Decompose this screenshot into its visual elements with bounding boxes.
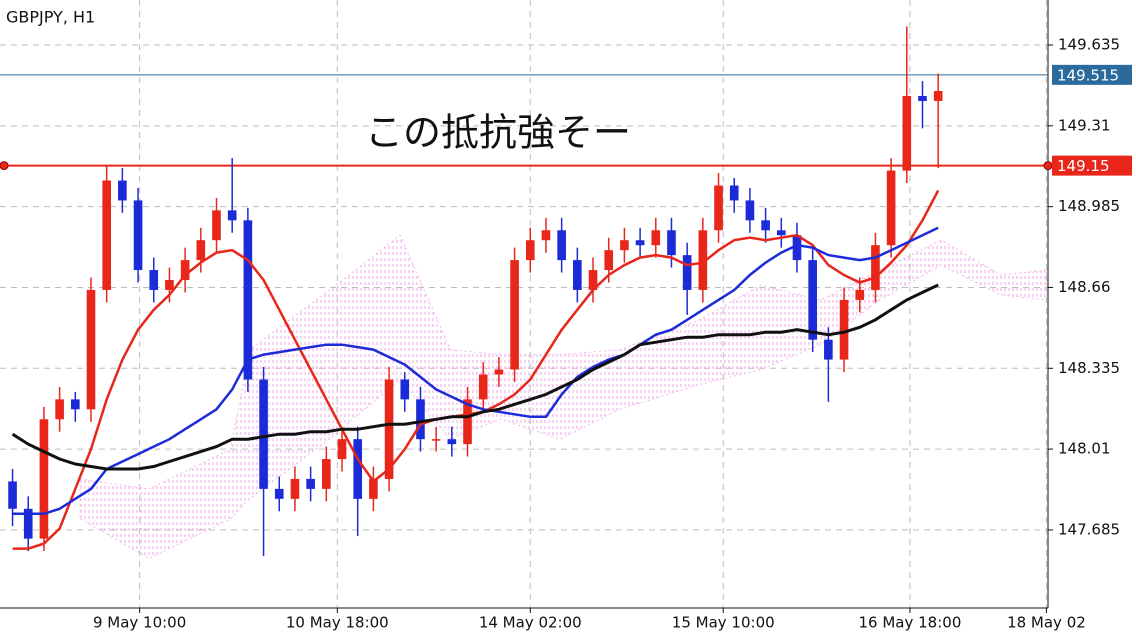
candle-body xyxy=(525,240,535,261)
candle-body xyxy=(541,230,551,241)
axes: 149.635 149.31 148.985 148.66 148.335 148.01 1… xyxy=(0,36,1132,632)
candle-body xyxy=(573,260,582,290)
candle-body xyxy=(322,459,331,489)
candle-body xyxy=(447,439,457,445)
x-tick-label: 15 May 10:00 xyxy=(672,614,775,632)
candle-body xyxy=(792,235,802,261)
candle-body xyxy=(133,200,143,271)
candle-body xyxy=(337,439,347,460)
candle-body xyxy=(667,230,676,256)
candle-body xyxy=(243,220,253,380)
candle-body xyxy=(855,289,865,300)
candle-body xyxy=(196,240,206,261)
candle-body xyxy=(290,478,300,499)
candle-body xyxy=(431,439,441,441)
candle-body xyxy=(149,270,159,290)
candle-body xyxy=(102,180,111,290)
y-tick-label: 148.335 xyxy=(1058,359,1120,377)
level-handle xyxy=(1043,161,1053,171)
candle-body xyxy=(259,379,268,489)
candle-body xyxy=(118,180,127,201)
candle-body xyxy=(604,250,614,271)
candle-body xyxy=(463,399,472,445)
x-tick-label: 16 May 18:00 xyxy=(859,614,962,632)
candle-body xyxy=(180,260,190,281)
candle-body xyxy=(682,255,692,290)
candle-body xyxy=(384,379,394,479)
cloud xyxy=(79,234,1047,559)
candle-body xyxy=(902,95,912,171)
candle-body xyxy=(353,439,363,499)
candle-body xyxy=(306,478,315,489)
candle-body xyxy=(839,299,849,360)
candle-body xyxy=(23,508,33,539)
y-tick-label: 149.635 xyxy=(1058,36,1120,54)
x-tick-label: 9 May 10:00 xyxy=(93,614,186,632)
price-tag xyxy=(1052,155,1132,176)
candle-body xyxy=(400,379,410,400)
annotation: この抵抗強そー xyxy=(365,111,631,155)
candle-body xyxy=(588,270,598,290)
candle-body xyxy=(635,240,645,246)
moving-average xyxy=(11,283,939,471)
candle-body xyxy=(933,91,943,101)
candle-body xyxy=(416,399,425,440)
candle-body xyxy=(761,220,770,231)
candle-body xyxy=(8,481,17,509)
moving-average xyxy=(12,226,939,516)
candle-body xyxy=(808,260,817,340)
y-tick-label: 149.31 xyxy=(1058,116,1111,134)
candle-body xyxy=(824,339,833,360)
level-handle xyxy=(0,161,9,171)
candle-body xyxy=(165,280,174,290)
candle-body xyxy=(227,210,237,221)
x-tick-label: 14 May 02:00 xyxy=(479,614,582,632)
candle-body xyxy=(39,419,49,539)
candle-body xyxy=(494,369,504,375)
candle-body xyxy=(714,185,723,231)
y-tick-label: 148.66 xyxy=(1058,278,1111,296)
candle-body xyxy=(70,399,80,410)
candle-body xyxy=(55,399,64,420)
candle-body xyxy=(886,170,896,246)
x-tick-label: 18 May 02 xyxy=(1007,614,1086,632)
candle-body xyxy=(745,200,755,221)
y-tick-label: 148.01 xyxy=(1058,440,1111,458)
candle-body xyxy=(651,230,661,246)
candle-body xyxy=(918,95,927,101)
price-tag-label: 149.15 xyxy=(1057,157,1110,175)
price-tag-label: 149.515 xyxy=(1057,66,1119,84)
candle-body xyxy=(86,289,96,410)
candle-body xyxy=(274,488,284,499)
candle-body xyxy=(212,210,221,241)
candle-body xyxy=(620,240,629,251)
candle-body xyxy=(557,230,566,261)
plot xyxy=(0,26,1048,559)
candle-body xyxy=(698,230,708,290)
candle-body xyxy=(478,374,488,400)
x-tick-label: 10 May 18:00 xyxy=(286,614,389,632)
y-tick-label: 147.685 xyxy=(1058,520,1120,538)
candle-body xyxy=(871,245,880,290)
candle-body xyxy=(369,478,378,499)
y-tick-label: 148.985 xyxy=(1058,197,1120,215)
candle-body xyxy=(776,230,786,236)
chart-title: GBPJPY, H1 xyxy=(6,8,95,27)
price-tag xyxy=(1052,64,1132,85)
candle-body xyxy=(729,185,739,201)
candle-body xyxy=(510,260,519,370)
